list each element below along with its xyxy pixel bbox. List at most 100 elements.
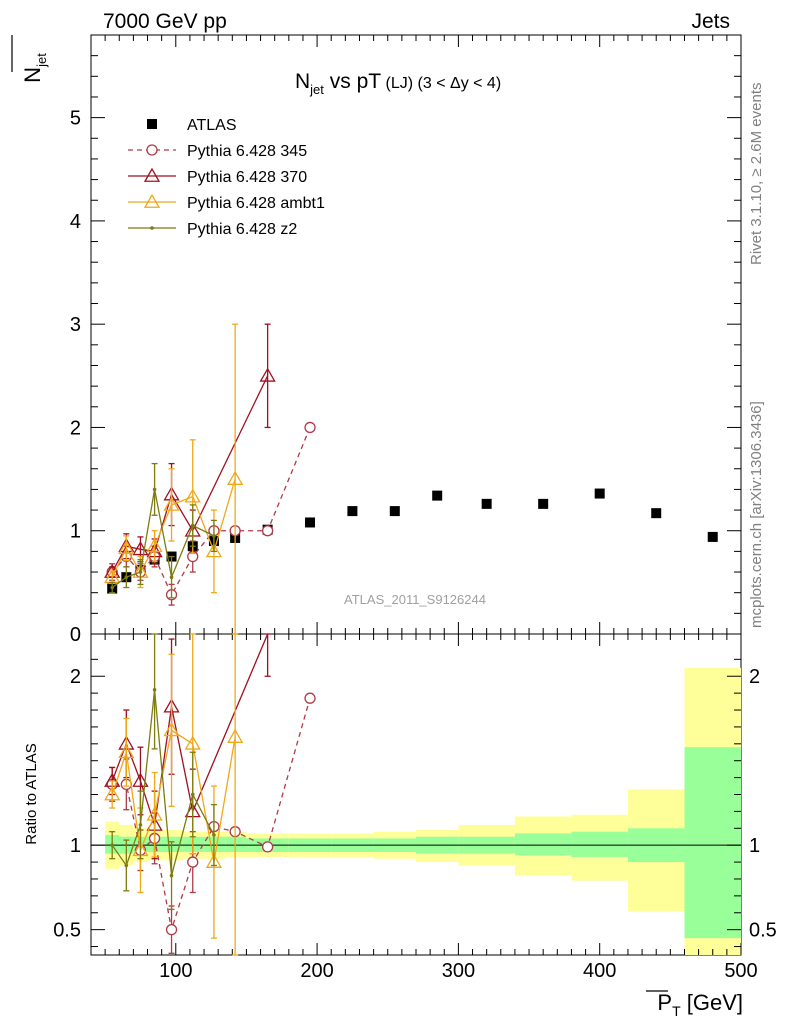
series-4-point-lower bbox=[110, 843, 114, 847]
legend-marker-3 bbox=[143, 193, 161, 208]
series-3-point-lower bbox=[146, 806, 163, 821]
y-tick-label: 4 bbox=[70, 211, 81, 233]
series-4-point-lower bbox=[190, 792, 195, 797]
legend-marker-1 bbox=[146, 144, 158, 156]
atlas-point bbox=[347, 506, 358, 517]
series-1-point-lower bbox=[165, 924, 178, 936]
series-4-point-lower bbox=[124, 863, 129, 868]
series-4-point-upper bbox=[212, 534, 216, 538]
series-3-line-lower bbox=[111, 729, 236, 863]
series-4-point-lower bbox=[152, 687, 157, 692]
series-3-point-lower bbox=[118, 743, 135, 759]
series-3-point-lower bbox=[227, 728, 244, 743]
green-band-4 bbox=[161, 836, 183, 852]
x-tick-label: 300 bbox=[442, 960, 475, 982]
y-tick-label: 3 bbox=[70, 314, 81, 336]
series-2-line-lower bbox=[111, 633, 269, 826]
atlas-point bbox=[305, 517, 316, 528]
upper-y-label: Njet bbox=[20, 53, 49, 83]
series-4-point-upper bbox=[190, 523, 195, 528]
side-text-mcplots: mcplots.cern.ch [arXiv:1306.3436] bbox=[748, 401, 765, 628]
series-4-point-upper bbox=[110, 585, 114, 590]
series-lower bbox=[104, 633, 316, 956]
green-band-15 bbox=[571, 831, 628, 858]
axis-ticks: 100 200 300 400 500 1 2 3 4 5 0 0.5 0.5 1 1 2 2 bbox=[53, 35, 777, 982]
legend-label-0: ATLAS bbox=[187, 117, 237, 134]
y-tick-label: 2 bbox=[70, 417, 81, 439]
green-band-6 bbox=[204, 836, 226, 852]
series-4-point-lower bbox=[169, 873, 174, 878]
green-band-7 bbox=[225, 836, 247, 852]
series-3-point-upper bbox=[163, 496, 180, 511]
atlas-point bbox=[651, 508, 662, 519]
x-axis-label: PT [GeV] bbox=[657, 990, 743, 1019]
series-4-point-upper bbox=[138, 570, 143, 574]
header-left: 7000 GeV pp bbox=[103, 10, 227, 33]
atlas-point bbox=[432, 490, 443, 501]
series-3-point-upper bbox=[184, 488, 201, 503]
series-4-point-upper bbox=[169, 575, 174, 579]
legend-label-1: Pythia 6.428 345 bbox=[187, 143, 307, 160]
x-tick-label: 100 bbox=[159, 960, 192, 982]
series-3-point-lower bbox=[184, 735, 201, 750]
side-text-rivet: Rivet 3.1.10, ≥ 2.6M events bbox=[748, 83, 765, 266]
atlas-point bbox=[594, 488, 605, 499]
series-4-point-lower bbox=[138, 823, 143, 827]
y-tick-label-zero: 0 bbox=[70, 624, 81, 646]
series-2-point-upper bbox=[259, 367, 276, 382]
atlas-point bbox=[389, 506, 400, 517]
legend-label-3: Pythia 6.428 ambt1 bbox=[187, 195, 325, 212]
uncertainty-bands bbox=[105, 667, 741, 955]
series-3-point-upper bbox=[227, 470, 244, 485]
ratio-tick-label-right: 0.5 bbox=[749, 920, 777, 942]
plot-title: Njet vs pT (LJ) (3 < Δy < 4) bbox=[295, 70, 501, 97]
series-3-point-upper bbox=[205, 543, 223, 558]
ratio-tick-label-right: 2 bbox=[749, 666, 760, 688]
y-tick-label: 5 bbox=[70, 108, 81, 130]
series-3-point-upper bbox=[146, 537, 163, 553]
x-tick-label: 500 bbox=[724, 960, 757, 982]
series-1-point-upper bbox=[261, 525, 274, 537]
series-1-point-lower bbox=[187, 856, 199, 868]
atlas-point bbox=[707, 531, 718, 542]
ratio-tick-label-left: 0.5 bbox=[53, 920, 81, 942]
green-band-14 bbox=[514, 833, 572, 856]
green-band-17 bbox=[684, 747, 741, 939]
header-right: Jets bbox=[691, 10, 730, 33]
legend: ATLAS Pythia 6.428 345 Pythia 6.428 370 Pyt… bbox=[128, 117, 325, 238]
ratio-tick-label-left: 2 bbox=[70, 666, 81, 688]
legend-marker-4 bbox=[150, 226, 154, 230]
analysis-watermark: ATLAS_2011_S9126244 bbox=[344, 592, 486, 607]
series-3-point-lower bbox=[205, 853, 223, 868]
legend-marker-2 bbox=[143, 167, 161, 182]
series-3-point-upper bbox=[118, 539, 135, 555]
series-1-line-lower bbox=[112, 698, 311, 930]
x-tick-label: 400 bbox=[583, 960, 616, 982]
series-4-point-upper bbox=[124, 575, 129, 579]
series-1-point-lower bbox=[261, 841, 274, 853]
series-3-line-upper bbox=[111, 478, 236, 578]
legend-marker-atlas bbox=[147, 119, 157, 129]
series-1-line-upper bbox=[111, 427, 311, 597]
atlas-point bbox=[481, 498, 492, 509]
green-band-5 bbox=[182, 836, 205, 852]
series-1-point-lower bbox=[304, 692, 316, 704]
atlas-point bbox=[538, 498, 549, 509]
series-4-point-upper bbox=[152, 487, 157, 492]
series-2-point-lower bbox=[132, 772, 149, 787]
series-4-point-lower bbox=[212, 833, 216, 837]
series-1-point-upper bbox=[304, 421, 316, 434]
legend-label-2: Pythia 6.428 370 bbox=[187, 169, 307, 186]
series-3-point-lower bbox=[104, 786, 121, 801]
x-axis-title: PT [GeV] bbox=[646, 990, 743, 1019]
series-upper bbox=[104, 323, 718, 635]
lower-y-label: Ratio to ATLAS bbox=[23, 743, 40, 844]
series-3-point-lower bbox=[163, 721, 180, 737]
legend-label-4: Pythia 6.428 z2 bbox=[187, 221, 297, 238]
upper-y-title: Njet bbox=[11, 35, 49, 83]
ratio-tick-label-left: 1 bbox=[70, 835, 81, 857]
x-tick-label: 200 bbox=[300, 960, 333, 982]
ratio-tick-label-right: 1 bbox=[749, 835, 760, 857]
y-tick-label: 1 bbox=[70, 521, 81, 543]
